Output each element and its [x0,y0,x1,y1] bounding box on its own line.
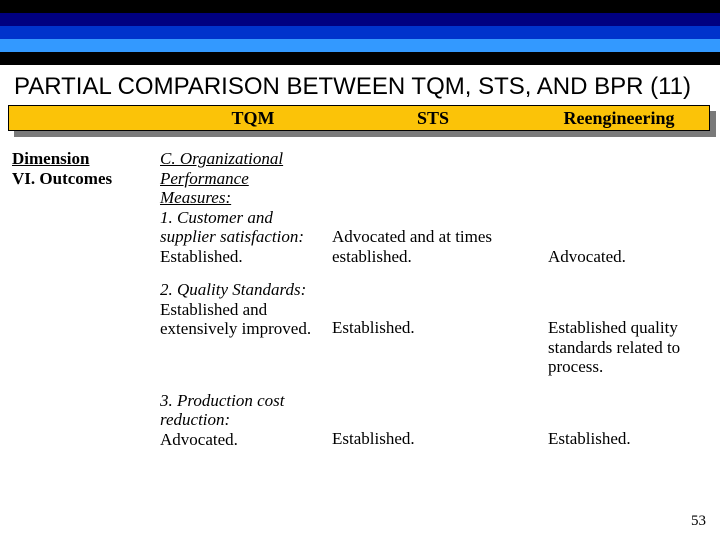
comparison-grid: Dimension VI. Outcomes C. Organizational… [0,149,720,450]
dimension-cell: Dimension VI. Outcomes [12,149,160,266]
stripe-1 [0,0,720,13]
row3-tqm: 3. Production cost reduction: Advocated. [160,391,332,450]
stripe-4 [0,39,720,52]
dimension-label: Dimension [12,149,89,168]
header-labels: TQM STS Reengineering [8,105,710,131]
row2-re: Established quality standards related to… [530,280,700,377]
slide-title: PARTIAL COMPARISON BETWEEN TQM, STS, AND… [14,73,720,101]
row1-tqm-val: Established. [160,247,243,266]
stripe-2 [0,13,720,26]
row1-tqm-item: 1. Customer and supplier satisfaction: [160,208,304,247]
header-col-sts: STS [338,108,528,129]
column-header-band: TQM STS Reengineering [8,105,712,137]
row2-tqm-item: 2. Quality Standards: [160,280,306,299]
slide-number: 53 [691,513,706,530]
row2-tqm: 2. Quality Standards: Established and ex… [160,280,332,377]
row3-sts: Established. [332,391,530,450]
header-col-tqm: TQM [168,108,338,129]
row3-re: Established. [530,391,700,450]
row2-empty [12,280,160,377]
row1-tqm: C. Organizational Performance Measures: … [160,149,332,266]
row1-tqm-topic: C. Organizational Performance Measures: [160,149,283,207]
dimension-sub: VI. Outcomes [12,169,112,188]
stripe-5 [0,52,720,65]
row2-sts: Established. [332,280,530,377]
row1-sts: Advocated and at times established. [332,227,530,266]
row3-tqm-val: Advocated. [160,430,238,449]
top-stripes [0,0,720,65]
row1-re: Advocated. [530,247,700,267]
row3-tqm-item: 3. Production cost reduction: [160,391,285,430]
row2-tqm-val: Established and extensively improved. [160,300,311,339]
header-col-re: Reengineering [528,108,710,129]
row3-empty [12,391,160,450]
stripe-3 [0,26,720,39]
